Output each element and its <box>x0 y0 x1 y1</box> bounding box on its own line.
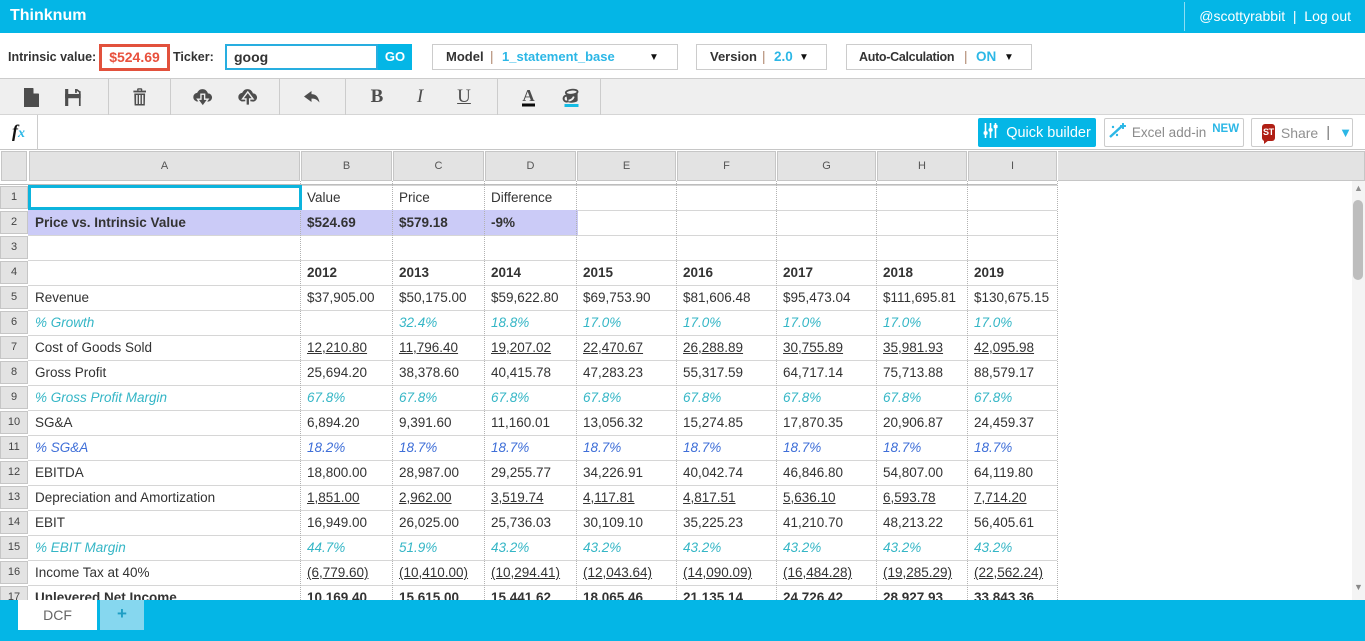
svg-text:A: A <box>522 87 535 105</box>
